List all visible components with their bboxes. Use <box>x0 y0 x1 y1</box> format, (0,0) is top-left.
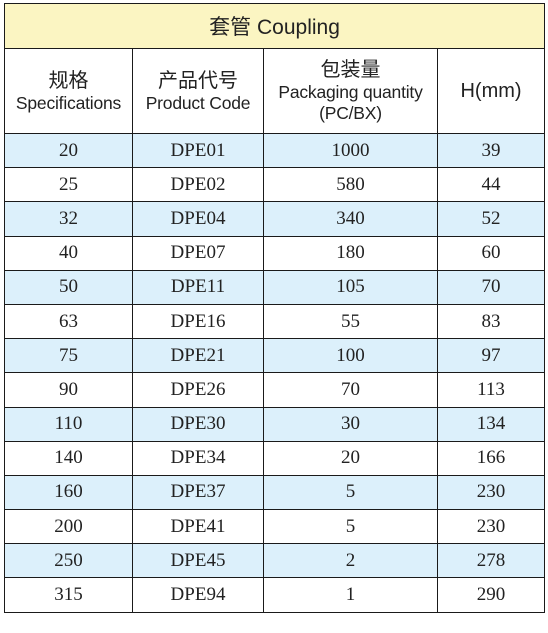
packaging-quantity-cell: 70 <box>263 372 438 408</box>
table-row: 75 DPE21 100 97 <box>4 338 546 374</box>
spec-cell: 90 <box>4 372 133 408</box>
header-product-code: 产品代号 Product Code <box>132 48 264 134</box>
product-code-cell: DPE07 <box>132 235 264 271</box>
height-cell: 230 <box>436 509 546 545</box>
spec-cell: 140 <box>4 440 133 476</box>
height-cell: 166 <box>436 440 546 476</box>
table-title: 套管 Coupling <box>3 3 546 49</box>
header-product-code-zh: 产品代号 <box>158 69 238 92</box>
spec-cell: 50 <box>4 269 133 305</box>
packaging-quantity-cell: 5 <box>263 474 438 511</box>
packaging-quantity-cell: 1 <box>263 577 438 613</box>
coupling-spec-table: 套管 Coupling 规格 Specifications 产品代号 Produ… <box>3 3 546 613</box>
table-row: 140 DPE34 20 166 <box>4 440 546 476</box>
height-cell: 52 <box>436 201 546 237</box>
packaging-quantity-cell: 30 <box>263 406 438 442</box>
header-packaging-quantity: 包装量 Packaging quantity (PC/BX) <box>263 48 438 134</box>
height-cell: 60 <box>436 235 546 271</box>
product-code-cell: DPE04 <box>132 201 264 237</box>
spec-cell: 250 <box>4 543 133 579</box>
header-specifications-zh: 规格 <box>48 69 89 92</box>
product-code-cell: DPE21 <box>132 338 264 374</box>
packaging-quantity-cell: 580 <box>263 167 438 203</box>
spec-cell: 315 <box>4 577 133 613</box>
product-code-cell: DPE30 <box>132 406 264 442</box>
height-cell: 134 <box>436 406 546 442</box>
height-cell: 97 <box>436 338 546 374</box>
spec-cell: 200 <box>4 509 133 545</box>
spec-cell: 63 <box>4 303 133 340</box>
header-packaging-quantity-zh: 包装量 <box>320 59 381 81</box>
spec-cell: 25 <box>4 167 133 203</box>
table-row: 250 DPE45 2 278 <box>4 543 546 579</box>
packaging-quantity-cell: 100 <box>263 338 438 374</box>
height-cell: 290 <box>436 577 546 613</box>
header-packaging-quantity-unit: (PC/BX) <box>319 103 382 123</box>
product-code-cell: DPE37 <box>132 474 264 511</box>
header-specifications-en: Specifications <box>15 92 122 113</box>
height-cell: 230 <box>436 474 546 511</box>
table-row: 160 DPE37 5 230 <box>4 474 546 511</box>
product-code-cell: DPE94 <box>132 577 264 613</box>
spec-cell: 110 <box>4 406 133 442</box>
product-code-cell: DPE45 <box>132 543 264 579</box>
column-header-row: 规格 Specifications 产品代号 Product Code 包装量 … <box>4 48 546 134</box>
spec-cell: 20 <box>4 132 133 169</box>
table-row: 200 DPE41 5 230 <box>4 509 546 545</box>
table-row: 20 DPE01 1000 39 <box>4 132 546 169</box>
spec-cell: 75 <box>4 338 133 374</box>
table-body: 20 DPE01 1000 39 25 DPE02 580 44 32 DPE04 340 52 40 D… <box>4 132 546 613</box>
table-row: 25 DPE02 580 44 <box>4 167 546 203</box>
height-cell: 44 <box>436 167 546 203</box>
spec-cell: 40 <box>4 235 133 271</box>
height-cell: 278 <box>436 543 546 579</box>
product-code-cell: DPE26 <box>132 372 264 408</box>
product-code-cell: DPE11 <box>132 269 264 305</box>
header-specifications: 规格 Specifications <box>4 48 133 134</box>
table-row: 50 DPE11 105 70 <box>4 269 546 305</box>
header-height: H(mm) <box>436 48 546 134</box>
packaging-quantity-cell: 1000 <box>263 132 438 169</box>
packaging-quantity-cell: 340 <box>263 201 438 237</box>
product-code-cell: DPE41 <box>132 509 264 545</box>
header-packaging-quantity-en: Packaging quantity <box>278 82 423 102</box>
height-cell: 113 <box>436 372 546 408</box>
table-row: 63 DPE16 55 83 <box>4 303 546 340</box>
packaging-quantity-cell: 20 <box>263 440 438 476</box>
packaging-quantity-cell: 2 <box>263 543 438 579</box>
table-row: 110 DPE30 30 134 <box>4 406 546 442</box>
product-code-cell: DPE34 <box>132 440 264 476</box>
product-code-cell: DPE16 <box>132 303 264 340</box>
table-row: 315 DPE94 1 290 <box>4 577 546 613</box>
table-row: 32 DPE04 340 52 <box>4 201 546 237</box>
height-cell: 70 <box>436 269 546 305</box>
spec-cell: 32 <box>4 201 133 237</box>
table-row: 90 DPE26 70 113 <box>4 372 546 408</box>
header-product-code-en: Product Code <box>145 92 251 113</box>
packaging-quantity-cell: 5 <box>263 509 438 545</box>
product-code-cell: DPE01 <box>132 132 264 169</box>
packaging-quantity-cell: 55 <box>263 303 438 340</box>
table-row: 40 DPE07 180 60 <box>4 235 546 271</box>
product-code-cell: DPE02 <box>132 167 264 203</box>
table-title-row: 套管 Coupling <box>3 3 546 49</box>
height-cell: 83 <box>436 303 546 340</box>
height-cell: 39 <box>436 132 546 169</box>
spec-cell: 160 <box>4 474 133 511</box>
packaging-quantity-cell: 180 <box>263 235 438 271</box>
packaging-quantity-cell: 105 <box>263 269 438 305</box>
